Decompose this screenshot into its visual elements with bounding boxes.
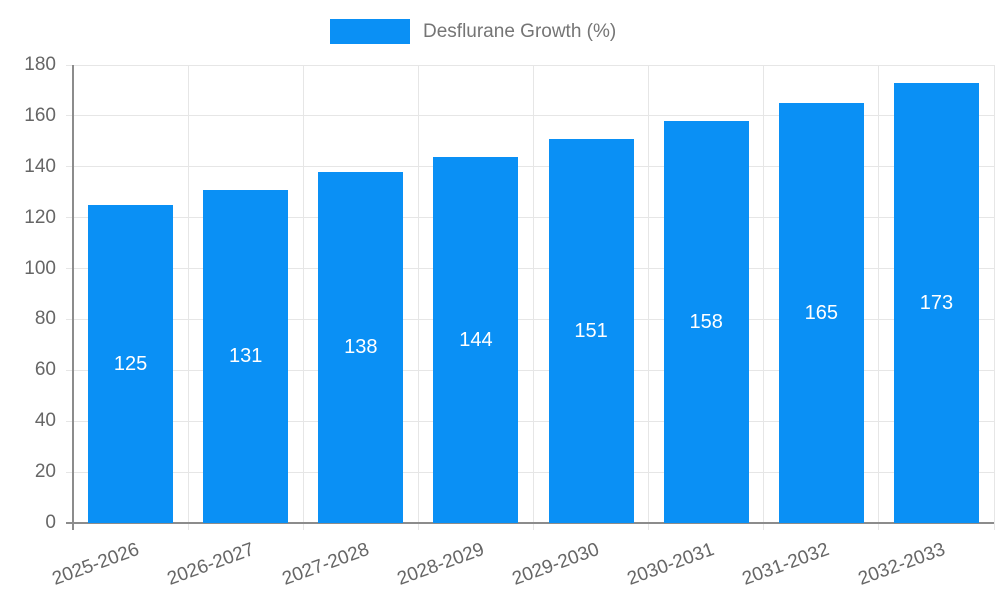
x-tick-label: 2030-2031: [624, 539, 718, 590]
gridline-vertical: [993, 65, 995, 530]
y-tick-label: 180: [24, 54, 56, 75]
x-tick-label: 2031-2032: [739, 539, 833, 590]
gridline-vertical: [878, 65, 880, 530]
x-tick-label: 2032-2033: [855, 539, 948, 590]
gridline-vertical: [648, 65, 650, 530]
gridline-horizontal: [66, 166, 994, 168]
x-tick-label: 2025-2026: [49, 539, 142, 590]
bar-value-label: 138: [344, 336, 378, 359]
x-tick-label: 2026-2027: [164, 539, 257, 590]
legend-swatch: [330, 19, 410, 44]
y-tick-label: 140: [24, 155, 56, 177]
bar-value-label: 125: [113, 352, 148, 375]
gridline-vertical: [302, 65, 304, 530]
gridline-horizontal: [66, 115, 994, 117]
bar-value-label: 173: [919, 291, 954, 314]
y-tick-label: 120: [24, 206, 56, 228]
y-tick-label: 160: [24, 104, 56, 126]
gridline-horizontal: [66, 217, 994, 219]
gridline-horizontal: [66, 420, 994, 422]
x-tick-label: 2027-2028: [279, 539, 372, 590]
y-tick-label: 100: [24, 257, 56, 279]
legend: Desflurane Growth (%): [330, 19, 616, 44]
y-tick-label: 40: [34, 410, 56, 432]
gridline-horizontal: [66, 318, 994, 320]
x-axis-line: [66, 522, 994, 524]
gridline-horizontal: [66, 471, 994, 473]
bar-value-label: 151: [574, 319, 608, 342]
bar: [893, 82, 979, 523]
gridline-horizontal: [66, 268, 994, 270]
y-axis-line: [72, 65, 74, 530]
bar-value-label: 144: [459, 328, 493, 351]
legend-label: Desflurane Growth (%): [423, 20, 617, 42]
y-tick-label: 80: [34, 308, 56, 330]
y-tick-label: 60: [34, 359, 56, 381]
bar: [663, 120, 749, 523]
x-tick-label: 2028-2029: [394, 539, 488, 590]
bar: [88, 204, 174, 523]
gridline-horizontal: [66, 369, 994, 371]
bar: [548, 138, 634, 523]
x-tick-label: 2029-2030: [509, 539, 603, 590]
y-tick-label: 20: [34, 461, 56, 483]
bar-value-label: 158: [689, 310, 723, 333]
bar: [778, 103, 864, 523]
gridline-vertical: [533, 65, 534, 530]
gridline-vertical: [187, 65, 189, 530]
bar: [433, 156, 519, 523]
bar: [318, 171, 404, 523]
gridline-vertical: [763, 65, 765, 530]
bar: [203, 189, 289, 523]
gridline-horizontal: [66, 64, 994, 66]
y-tick-label: 0: [45, 512, 56, 533]
bar-value-label: 131: [229, 345, 263, 368]
gridline-vertical: [417, 65, 419, 530]
bar-value-label: 165: [804, 302, 838, 325]
